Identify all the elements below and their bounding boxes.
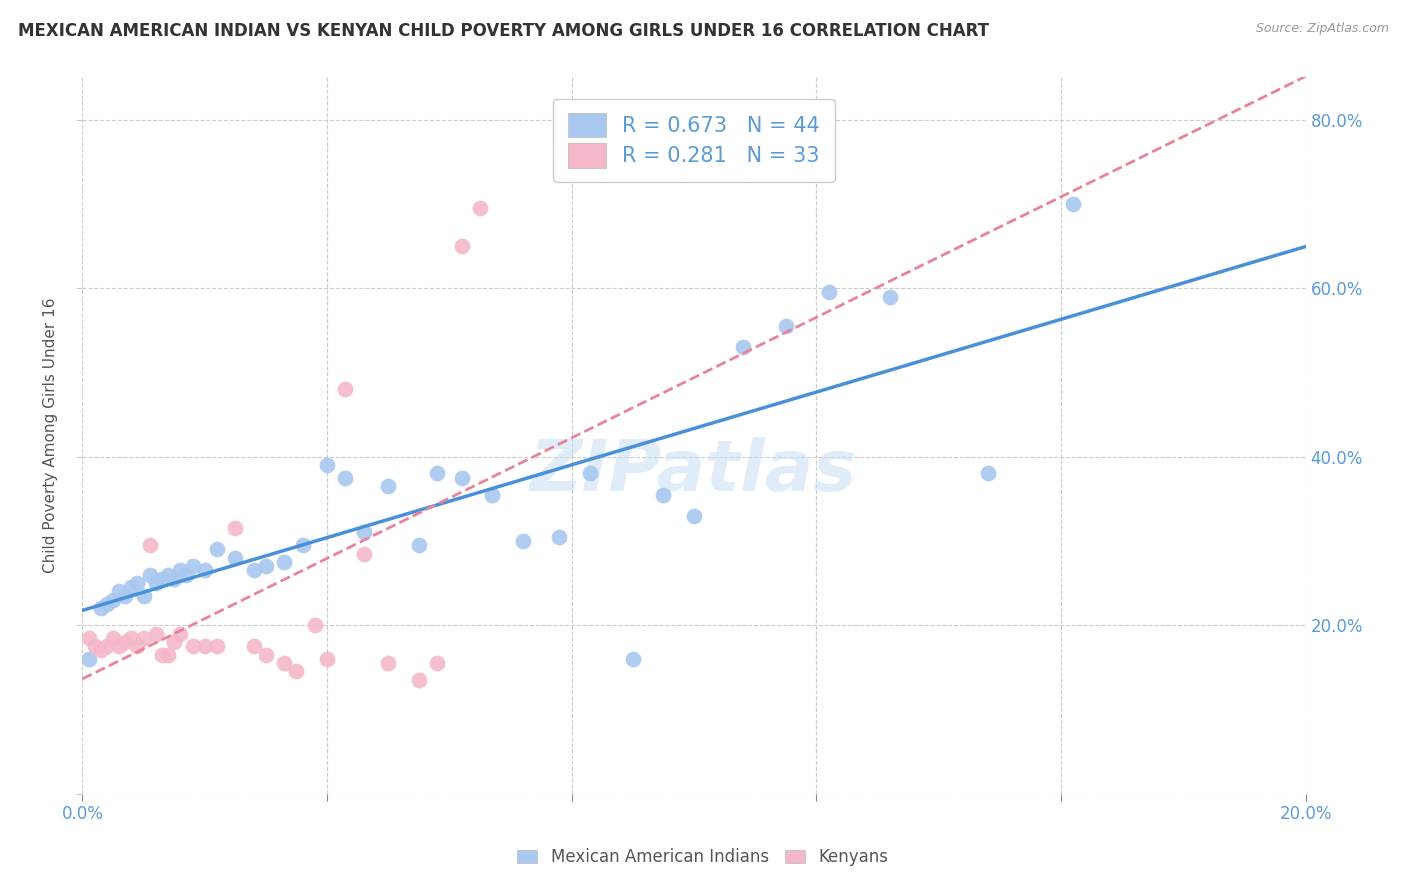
Point [114, 589, 136, 603]
Point [163, 572, 186, 586]
Point [181, 559, 204, 574]
Point [224, 550, 246, 565]
Point [77, 652, 100, 666]
Point [242, 563, 264, 577]
Point [138, 538, 160, 552]
Point [181, 639, 204, 653]
Text: ZIPatlas: ZIPatlas [530, 437, 858, 506]
Point [120, 580, 142, 594]
Legend: Mexican American Indians, Kenyans: Mexican American Indians, Kenyans [510, 842, 896, 873]
Point [242, 639, 264, 653]
Point [138, 567, 160, 582]
Text: MEXICAN AMERICAN INDIAN VS KENYAN CHILD POVERTY AMONG GIRLS UNDER 16 CORRELATION: MEXICAN AMERICAN INDIAN VS KENYAN CHILD … [18, 22, 990, 40]
Point [316, 652, 339, 666]
Point [101, 592, 124, 607]
Point [169, 563, 191, 577]
Point [127, 639, 149, 653]
Point [132, 589, 155, 603]
Point [353, 525, 375, 540]
Point [145, 626, 167, 640]
Point [150, 648, 173, 662]
Point [304, 618, 326, 632]
Point [254, 559, 277, 574]
Point [127, 576, 149, 591]
Point [114, 635, 136, 649]
Text: Source: ZipAtlas.com: Source: ZipAtlas.com [1256, 22, 1389, 36]
Point [408, 538, 430, 552]
Point [83, 639, 105, 653]
Legend: R = 0.673   N = 44, R = 0.281   N = 33: R = 0.673 N = 44, R = 0.281 N = 33 [554, 99, 835, 182]
Point [335, 471, 357, 485]
Point [731, 340, 754, 354]
Point [96, 639, 118, 653]
Point [291, 538, 314, 552]
Point [316, 458, 339, 472]
Point [205, 542, 228, 557]
Point [254, 648, 277, 662]
Point [224, 521, 246, 535]
Point [377, 656, 399, 670]
Point [285, 665, 308, 679]
Point [450, 471, 472, 485]
Point [817, 285, 839, 300]
Point [976, 467, 998, 481]
Point [120, 631, 142, 645]
Point [335, 382, 357, 396]
Point [176, 567, 198, 582]
Point [145, 576, 167, 591]
Y-axis label: Child Poverty Among Girls Under 16: Child Poverty Among Girls Under 16 [44, 298, 58, 574]
Point [683, 508, 706, 523]
Point [205, 639, 228, 653]
Point [353, 547, 375, 561]
Point [157, 567, 180, 582]
Point [273, 555, 295, 569]
Point [377, 479, 399, 493]
Point [77, 631, 100, 645]
Point [621, 652, 644, 666]
Point [879, 289, 901, 303]
Point [157, 648, 180, 662]
Point [512, 533, 534, 548]
Point [548, 530, 571, 544]
Point [90, 601, 112, 615]
Point [163, 635, 186, 649]
Point [194, 639, 217, 653]
Point [426, 656, 449, 670]
Point [169, 626, 191, 640]
Point [108, 639, 131, 653]
Point [108, 584, 131, 599]
Point [652, 487, 675, 501]
Point [101, 631, 124, 645]
Point [273, 656, 295, 670]
Point [468, 201, 491, 215]
Point [194, 563, 217, 577]
Point [96, 597, 118, 611]
Point [775, 318, 797, 333]
Point [150, 572, 173, 586]
Point [1062, 197, 1084, 211]
Point [579, 467, 602, 481]
Point [426, 467, 449, 481]
Point [481, 487, 503, 501]
Point [450, 239, 472, 253]
Point [90, 643, 112, 657]
Point [408, 673, 430, 687]
Point [132, 631, 155, 645]
